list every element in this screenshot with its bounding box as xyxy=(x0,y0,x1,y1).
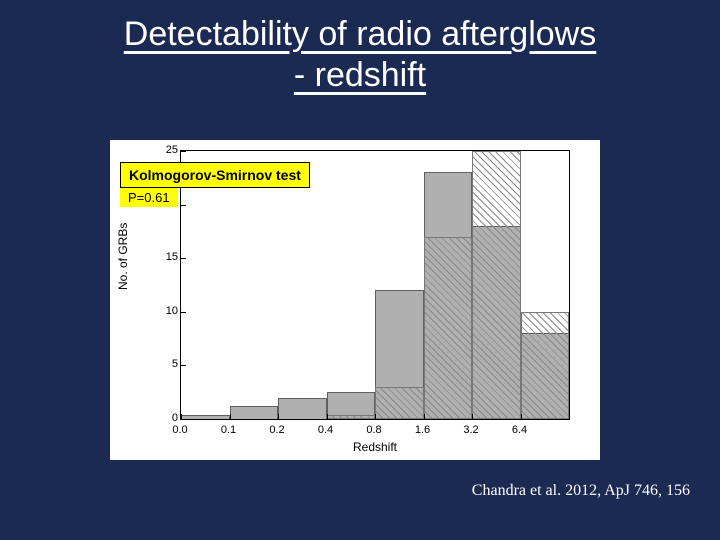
y-tick-mark xyxy=(181,365,186,366)
y-tick-mark xyxy=(181,205,186,206)
y-tick-mark xyxy=(181,419,186,420)
y-tick-label: 0 xyxy=(160,412,178,424)
x-tick-mark xyxy=(278,414,279,419)
x-tick-mark xyxy=(327,414,328,419)
x-tick-label: 6.4 xyxy=(512,424,527,436)
x-tick-mark xyxy=(375,414,376,419)
y-tick-mark xyxy=(181,258,186,259)
x-axis-label: Redshift xyxy=(180,440,570,454)
bar-hatched xyxy=(375,387,424,419)
x-tick-mark xyxy=(181,414,182,419)
y-tick-mark xyxy=(181,151,186,152)
x-tick-label: 1.6 xyxy=(415,424,430,436)
plot-area xyxy=(180,150,570,420)
bar-solid xyxy=(181,415,230,419)
x-tick-mark xyxy=(230,414,231,419)
bar-hatched xyxy=(472,151,521,419)
title-line-2: - redshift xyxy=(294,56,426,94)
y-tick-mark xyxy=(181,312,186,313)
x-tick-mark xyxy=(472,414,473,419)
y-tick-label: 15 xyxy=(160,251,178,263)
x-tick-label: 0.1 xyxy=(221,424,236,436)
bar-hatched xyxy=(327,415,376,419)
bar-solid xyxy=(230,406,279,419)
histogram-chart: No. of GRBs Redshift 05101520250.00.10.2… xyxy=(110,140,600,460)
y-tick-label: 25 xyxy=(160,144,178,156)
x-tick-label: 0.2 xyxy=(269,424,284,436)
citation-text: Chandra et al. 2012, ApJ 746, 156 xyxy=(472,482,690,500)
x-tick-label: 0.4 xyxy=(318,424,333,436)
bar-hatched xyxy=(424,237,473,419)
y-axis-label: No. of GRBs xyxy=(116,223,130,290)
bar-hatched xyxy=(521,312,570,419)
bar-solid xyxy=(278,398,327,419)
title-line-1: Detectability of radio afterglows xyxy=(124,15,596,53)
x-tick-mark xyxy=(424,414,425,419)
x-tick-mark xyxy=(521,414,522,419)
ks-test-pvalue: P=0.61 xyxy=(120,188,178,207)
slide-title: Detectability of radio afterglows - reds… xyxy=(0,0,720,96)
x-tick-label: 3.2 xyxy=(463,424,478,436)
x-tick-label: 0.8 xyxy=(366,424,381,436)
y-tick-label: 10 xyxy=(160,305,178,317)
ks-test-label: Kolmogorov-Smirnov test xyxy=(120,162,310,188)
x-tick-label: 0.0 xyxy=(172,424,187,436)
y-tick-label: 5 xyxy=(160,358,178,370)
